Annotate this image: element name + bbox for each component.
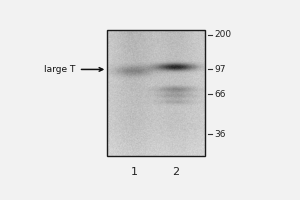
Text: 200: 200 <box>214 30 231 39</box>
Text: 97: 97 <box>214 65 226 74</box>
Text: 36: 36 <box>214 130 226 139</box>
Text: 66: 66 <box>214 90 226 99</box>
Bar <box>107 30 205 156</box>
Text: 2: 2 <box>172 167 179 177</box>
Text: 1: 1 <box>130 167 137 177</box>
Text: large T: large T <box>44 65 103 74</box>
